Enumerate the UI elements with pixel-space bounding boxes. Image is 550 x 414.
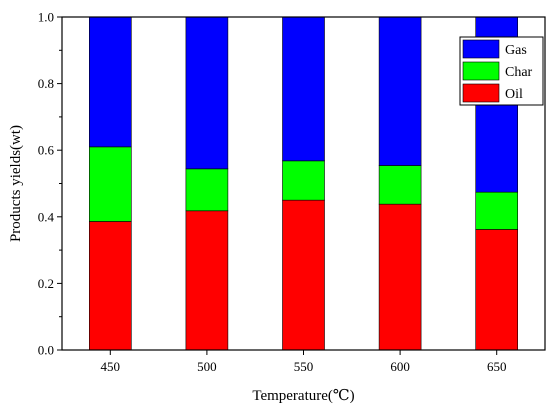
y-tick-label: 1.0 [38,10,54,25]
x-tick-label: 650 [487,359,507,374]
y-axis-title: Products yields(wt) [8,125,24,242]
bar-gas-550 [282,16,325,162]
x-tick-label: 600 [390,359,410,374]
bar-char-600 [378,165,422,205]
y-tick-label: 0.8 [38,76,54,91]
legend-label-char: Char [505,65,533,80]
y-tick-label: 0.4 [38,209,55,224]
legend-label-oil: Oil [505,87,523,102]
x-tick-label: 450 [101,359,121,374]
x-axis-title: Temperature(℃) [252,388,354,404]
x-tick-label: 500 [197,359,217,374]
bar-oil-500 [185,210,229,351]
bar-char-450 [89,146,132,222]
legend-label-gas: Gas [505,43,527,58]
bar-gas-600 [378,16,422,166]
y-tick-label: 0.0 [38,343,54,358]
legend-swatch-oil [462,83,500,103]
y-axis: 0.0 0.2 0.4 0.6 0.8 1.0 [38,10,62,358]
x-tick-label: 550 [294,359,314,374]
legend-swatch-gas [462,39,500,59]
bars-layer [89,16,519,351]
bar-char-650 [475,191,519,230]
bar-gas-450 [89,16,132,148]
bar-oil-550 [282,199,325,351]
bar-char-500 [185,168,229,212]
legend-swatch-char [462,61,500,81]
y-tick-label: 0.2 [38,276,54,291]
bar-oil-650 [475,229,519,351]
bar-oil-450 [89,221,132,351]
bar-gas-500 [185,16,229,170]
bar-char-550 [282,160,325,201]
y-tick-label: 0.6 [38,143,55,158]
x-axis: 450 500 550 600 650 [101,350,507,374]
legend: Gas Char Oil [459,36,544,106]
bar-oil-600 [378,203,422,351]
